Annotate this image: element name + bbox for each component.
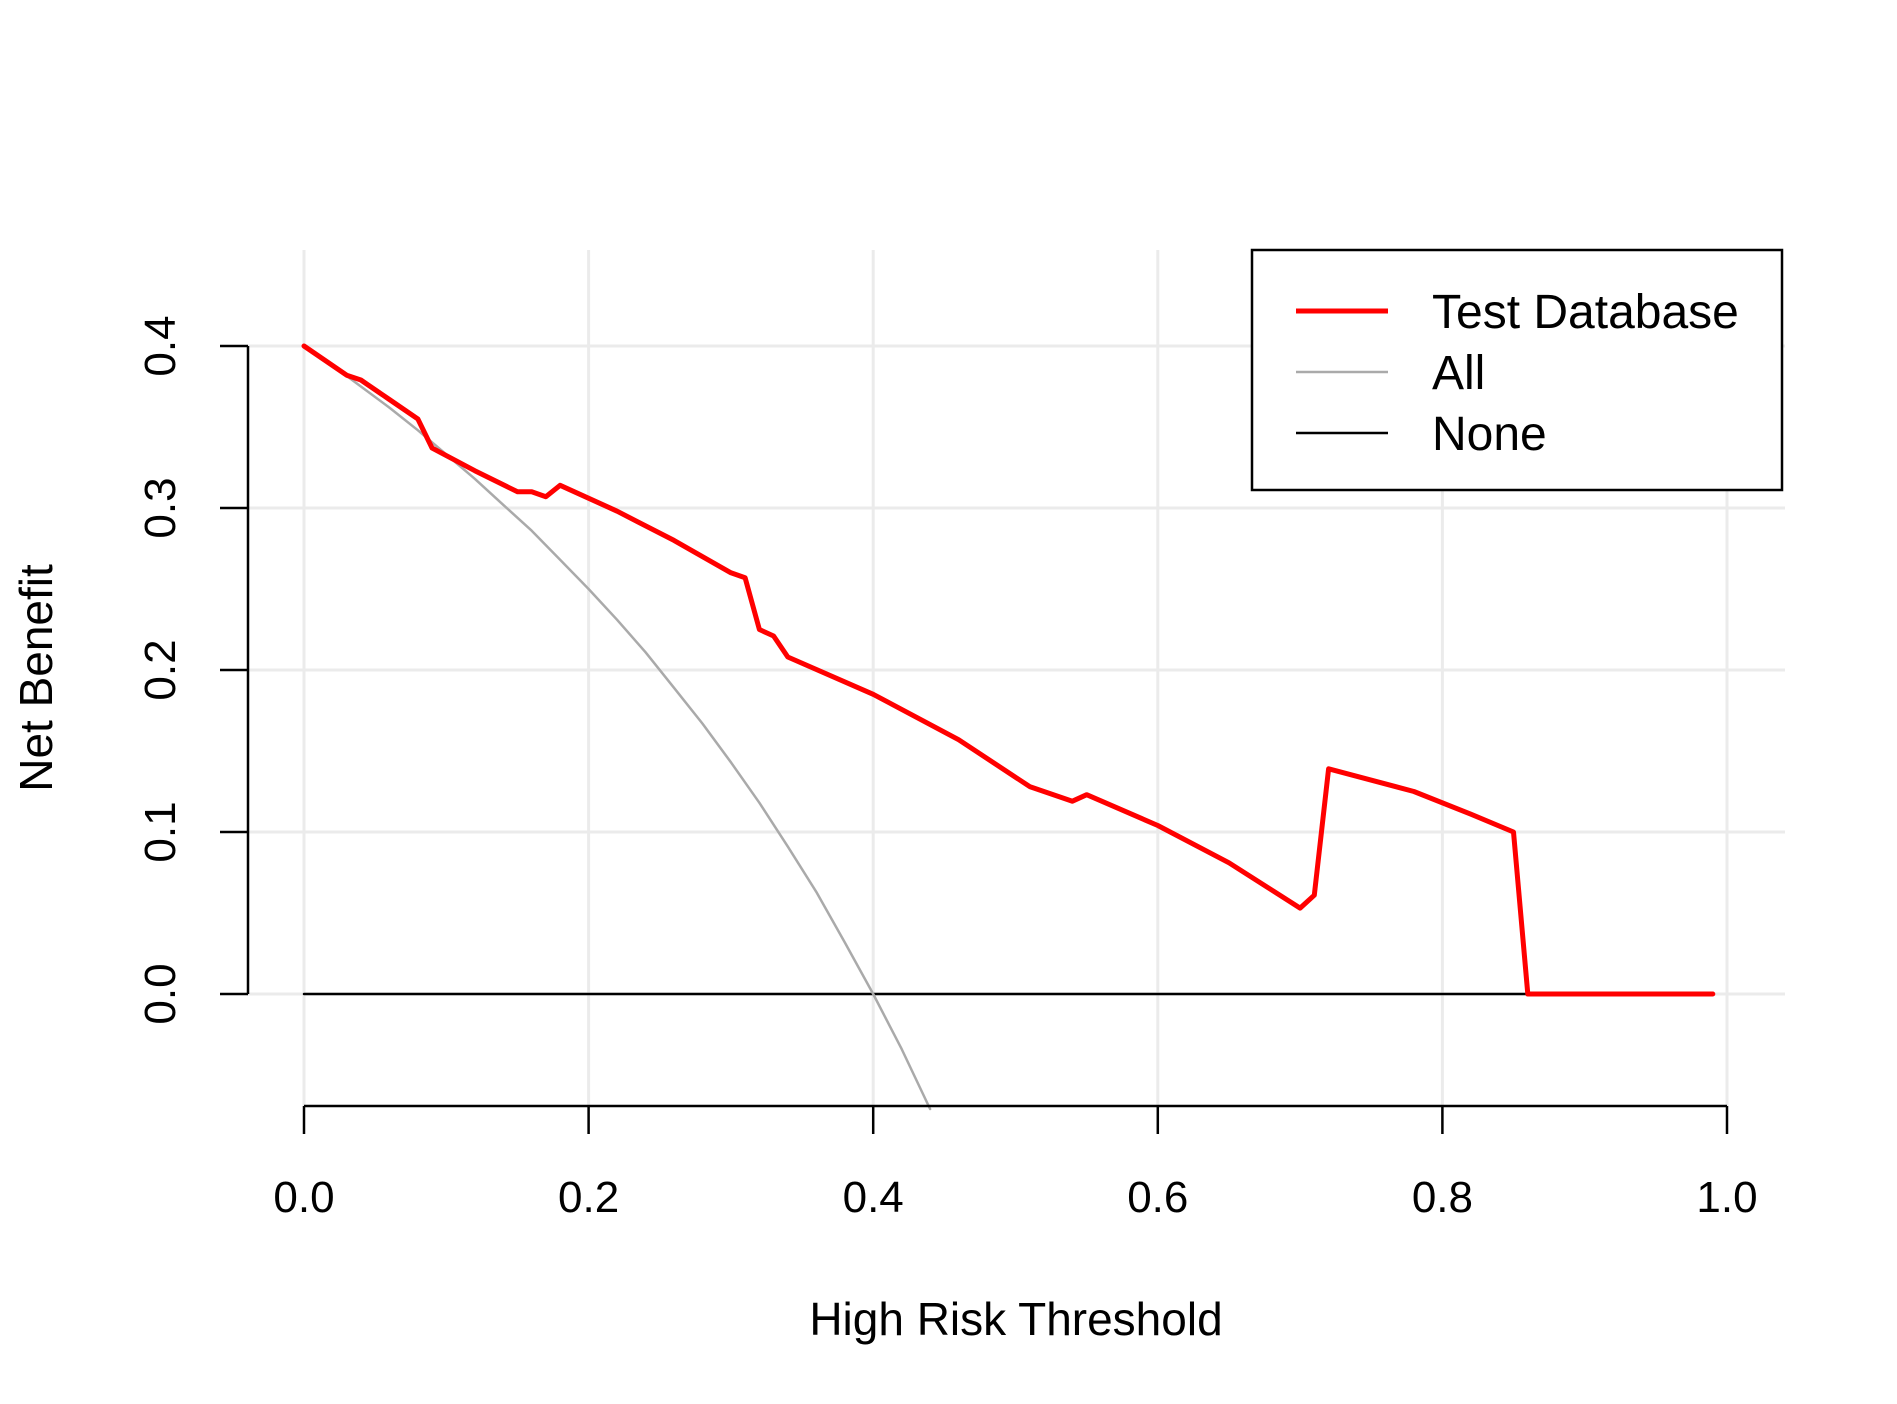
legend-box (1250, 248, 1784, 492)
y-tick-label-4: 0.4 (136, 315, 185, 376)
x-tick-label-1: 0.2 (558, 1173, 619, 1222)
legend-label-1: All (1432, 347, 1485, 400)
series-line-all (302, 344, 932, 1111)
series-line-test-database (301, 343, 1716, 997)
y-tick-label-0: 0.0 (136, 963, 185, 1024)
y-tick-label-1: 0.1 (136, 801, 185, 862)
x-tick-label-2: 0.4 (843, 1173, 904, 1222)
x-tick-label-4: 0.8 (1412, 1173, 1473, 1222)
y-tick-label-3: 0.3 (136, 477, 185, 538)
x-tick-label-0: 0.0 (273, 1173, 334, 1222)
legend-label-2: None (1432, 408, 1547, 461)
y-tick-label-2: 0.2 (136, 639, 185, 700)
x-tick-label-5: 1.0 (1696, 1173, 1757, 1222)
legend-label-0: Test Database (1432, 286, 1739, 339)
y-axis-title: Net Benefit (10, 564, 62, 792)
x-tick-label-3: 0.6 (1127, 1173, 1188, 1222)
axes: 0.0 0.2 0.4 0.6 0.8 1.0 0.0 0.1 0.2 0.3 0.4 (136, 315, 1758, 1222)
series-layer (301, 343, 1716, 1111)
x-axis-title: High Risk Threshold (809, 1293, 1222, 1345)
legend: Test Database All None (1250, 248, 1784, 492)
